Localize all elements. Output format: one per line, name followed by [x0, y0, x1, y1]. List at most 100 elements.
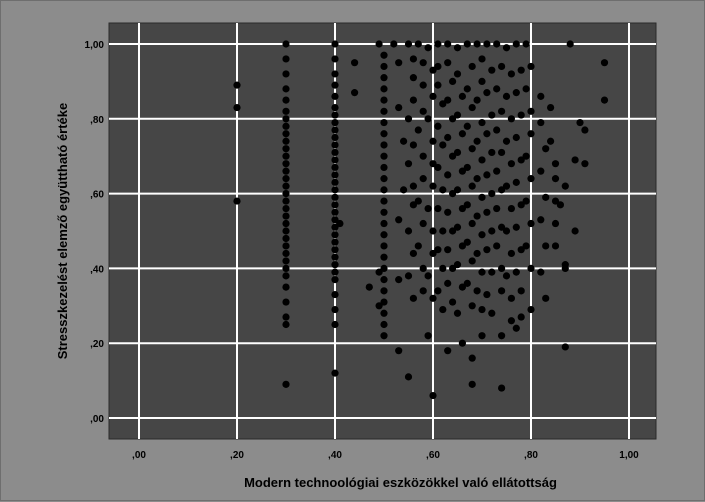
- scatter-point: [233, 81, 241, 89]
- scatter-point: [331, 290, 339, 299]
- scatter-point: [468, 380, 476, 388]
- scatter-point: [414, 242, 422, 250]
- scatter-point: [434, 122, 442, 130]
- scatter-point: [458, 92, 466, 100]
- scatter-point: [483, 40, 491, 48]
- scatter-point: [380, 96, 388, 104]
- scatter-point: [404, 40, 413, 48]
- scatter-point: [409, 249, 417, 258]
- scatter-point: [512, 178, 520, 186]
- scatter-point: [404, 272, 413, 280]
- scatter-point: [542, 193, 550, 201]
- scatter-point: [458, 130, 466, 138]
- scatter-point: [233, 103, 241, 112]
- scatter-point: [375, 40, 383, 48]
- scatter-point: [390, 40, 398, 48]
- scatter-point: [282, 219, 290, 228]
- scatter-point: [453, 44, 462, 52]
- scatter-point: [488, 227, 496, 235]
- scatter-point: [331, 305, 339, 314]
- scatter-point: [331, 201, 339, 209]
- scatter-point: [551, 175, 560, 183]
- scatter-point: [331, 141, 339, 149]
- scatter-point: [527, 62, 535, 71]
- scatter-point: [522, 40, 530, 48]
- scatter-point: [331, 369, 339, 377]
- scatter-point: [468, 354, 476, 362]
- scatter-point: [507, 294, 515, 302]
- scatter-point: [473, 40, 481, 48]
- scatter-point: [488, 111, 496, 119]
- scatter-point: [409, 182, 417, 190]
- scatter-point: [444, 40, 452, 48]
- scatter-point: [512, 324, 520, 332]
- scatter-point: [331, 171, 339, 179]
- scatter-point: [488, 66, 496, 74]
- scatter-point: [444, 347, 452, 355]
- x-tick-label: ,60: [426, 450, 440, 461]
- scatter-point: [429, 391, 437, 400]
- scatter-point: [380, 118, 388, 127]
- scatter-point: [409, 96, 417, 104]
- scatter-point: [395, 276, 403, 284]
- scatter-point: [473, 96, 481, 104]
- scatter-point: [331, 253, 339, 261]
- x-tick-label: ,00: [132, 450, 146, 461]
- scatter-point: [282, 298, 290, 306]
- scatter-point: [424, 204, 432, 213]
- scatter-point: [419, 219, 427, 228]
- scatter-point: [507, 160, 515, 168]
- scatter-point: [409, 201, 417, 209]
- scatter-point: [282, 320, 290, 329]
- scatter-point: [498, 287, 506, 295]
- scatter-point: [439, 305, 447, 314]
- scatter-point: [566, 40, 574, 48]
- scatter-point: [331, 111, 339, 119]
- scatter-point: [449, 298, 457, 306]
- scatter-point: [331, 238, 339, 246]
- scatter-point: [463, 40, 471, 48]
- scatter-point: [331, 103, 339, 112]
- scatter-point: [282, 227, 290, 235]
- scatter-point: [380, 231, 388, 239]
- scatter-point: [331, 186, 339, 194]
- scatter-point: [282, 130, 290, 138]
- scatter-point: [429, 66, 437, 74]
- scatter-point: [493, 40, 501, 48]
- scatter-point: [331, 156, 339, 164]
- scatter-point: [468, 257, 476, 265]
- scatter-point: [478, 332, 486, 340]
- scatter-point: [493, 126, 501, 134]
- scatter-point: [498, 384, 506, 392]
- scatter-point: [404, 160, 413, 168]
- scatter-point: [419, 59, 427, 67]
- scatter-point: [331, 216, 339, 224]
- y-tick-label: ,80: [90, 115, 104, 126]
- scatter-point: [483, 246, 491, 254]
- scatter-point: [498, 62, 506, 71]
- scatter-point: [282, 197, 290, 205]
- scatter-point: [547, 103, 555, 112]
- scatter-point: [581, 160, 589, 168]
- tick-labels: ,00 ,00 ,20 ,20 ,40 ,40 ,60 ,60 ,80 ,80 1,00 1,00: [85, 40, 640, 461]
- scatter-point: [522, 85, 530, 93]
- scatter-point: [551, 219, 560, 228]
- scatter-point: [282, 107, 290, 115]
- scatter-point: [488, 268, 496, 276]
- scatter-point: [453, 309, 462, 317]
- scatter-point: [453, 111, 462, 119]
- scatter-point: [282, 70, 290, 78]
- scatter-point: [537, 268, 545, 276]
- scatter-point: [551, 242, 560, 250]
- scatter-point: [331, 148, 339, 157]
- scatter-point: [380, 208, 388, 216]
- scatter-point: [331, 246, 339, 254]
- scatter-point: [282, 234, 290, 243]
- scatter-point: [512, 268, 520, 276]
- scatter-point: [493, 204, 501, 213]
- scatter-point: [380, 130, 388, 138]
- x-tick-label: ,20: [230, 450, 244, 461]
- scatter-point: [478, 268, 486, 276]
- scatter-point: [282, 85, 290, 93]
- scatter-point: [478, 305, 486, 314]
